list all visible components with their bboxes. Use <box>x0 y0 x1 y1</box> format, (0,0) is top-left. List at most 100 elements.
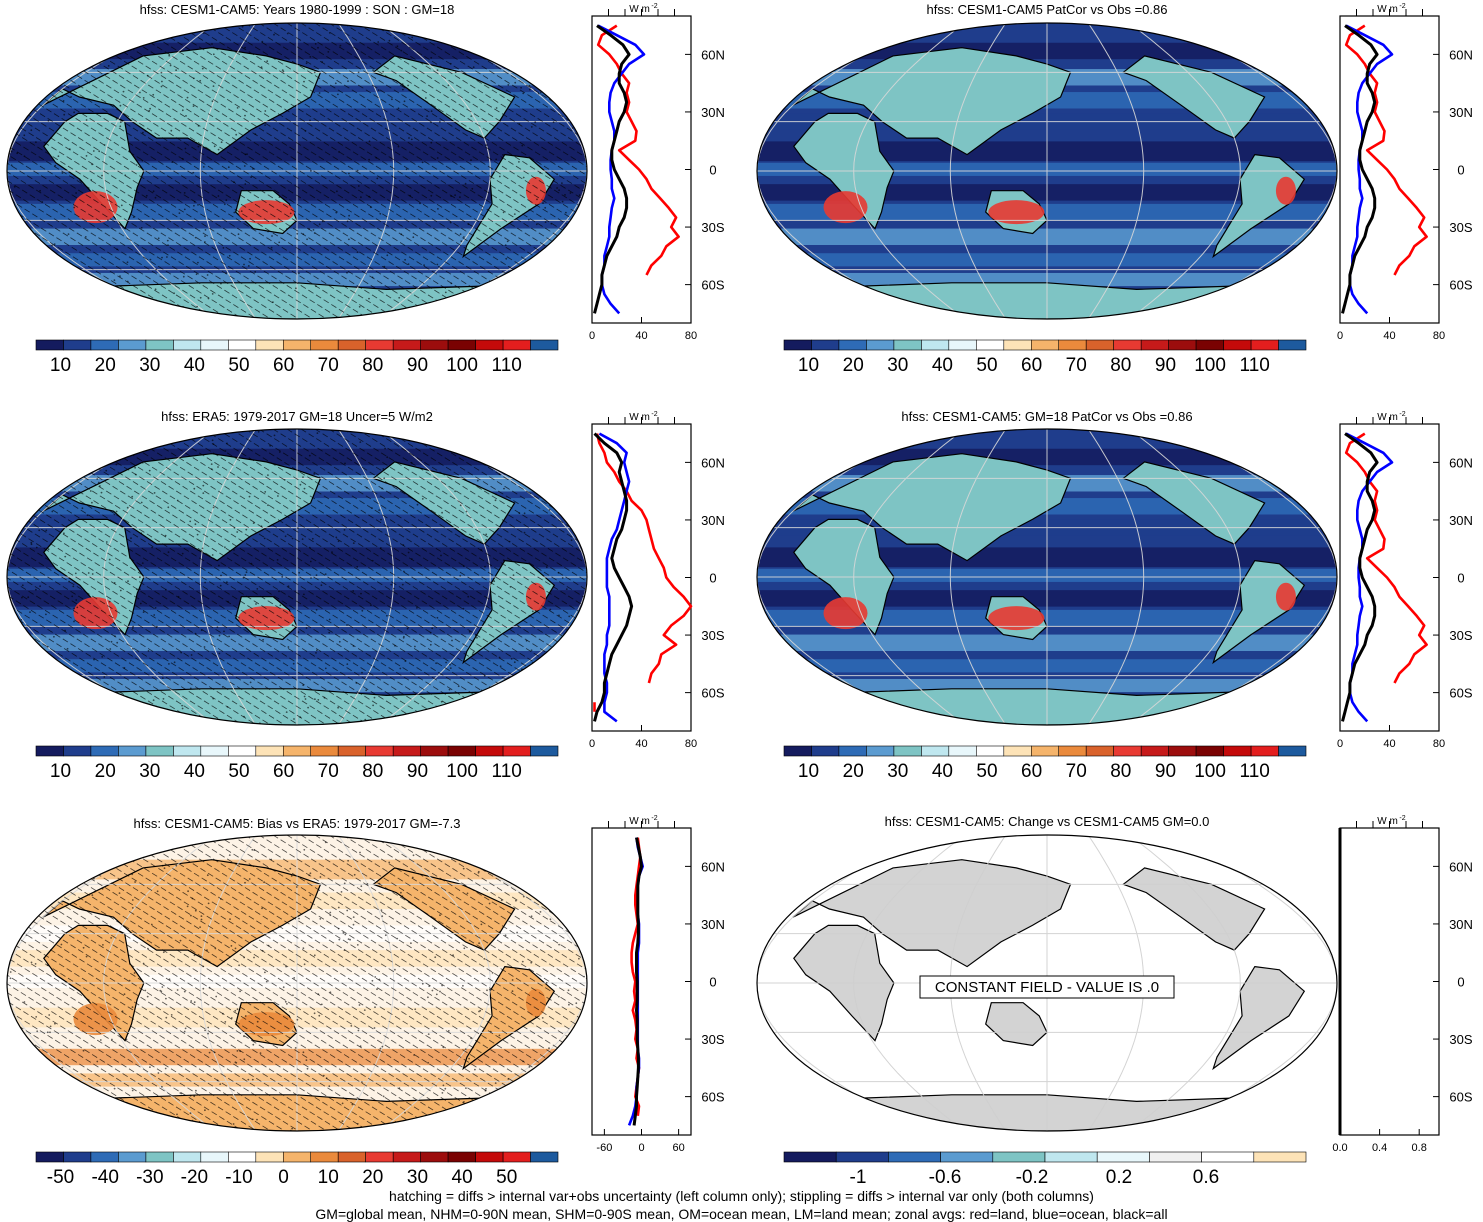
stipple-dot <box>358 1004 361 1006</box>
stipple-dot <box>133 972 136 974</box>
stipple-dot <box>379 547 382 549</box>
stipple-dot <box>251 848 254 851</box>
stipple-dot <box>85 1126 88 1128</box>
stipple-dot <box>47 548 50 551</box>
colorbar-swatch <box>1058 745 1087 757</box>
constant-field-box <box>919 975 1175 999</box>
stipple-dot <box>360 885 363 888</box>
stipple-dot <box>278 590 280 593</box>
stipple-dot <box>60 59 63 61</box>
stipple-dot <box>368 140 371 143</box>
stipple-dot <box>507 84 510 86</box>
stipple-dot <box>237 233 240 236</box>
stipple-dot <box>315 574 318 576</box>
lat-label: 30N <box>1449 917 1473 932</box>
x-tick-label: 0 <box>589 330 595 342</box>
stipple-dot <box>454 490 456 493</box>
stipple-dot <box>46 35 49 38</box>
hotspot-africa <box>823 597 868 630</box>
stipple-dot <box>49 881 52 884</box>
stipple-dot <box>189 687 192 690</box>
hatch-line <box>7 835 341 1131</box>
colorbar-swatch <box>228 1151 257 1163</box>
stipple-dot <box>167 506 170 509</box>
stipple-dot <box>403 100 406 103</box>
stipple-dot <box>215 995 218 998</box>
stipple-dot <box>391 98 393 101</box>
colorbar-label: 30 <box>139 355 160 376</box>
colorbar-swatch <box>282 339 312 351</box>
stipple-dot <box>378 978 381 981</box>
stipple-dot <box>402 88 404 91</box>
stipple-dot <box>105 469 108 472</box>
stipple-dot <box>139 91 141 94</box>
colorbar-label: 100 <box>1194 761 1226 782</box>
stipple-dot <box>131 907 134 909</box>
stipple-dot <box>220 141 223 144</box>
stipple-dot <box>444 291 447 294</box>
stipple-dot <box>113 582 116 584</box>
stipple-dot <box>24 864 27 867</box>
stipple-dot <box>72 854 75 856</box>
stipple-dot <box>511 979 514 981</box>
stipple-dot <box>34 963 37 965</box>
stipple-dot <box>54 59 57 61</box>
stipple-dot <box>128 979 131 982</box>
hatch-line <box>7 23 481 319</box>
colorbar-p3: 10 20 30 40 50 60 70 80 90 100 110 <box>35 745 559 782</box>
stipple-dot <box>212 85 215 87</box>
stipple-dot <box>540 281 542 284</box>
stipple-dot <box>107 219 109 222</box>
stipple-dot <box>122 90 125 93</box>
stipple-dot <box>61 1066 64 1069</box>
stipple-dot <box>381 915 384 918</box>
stipple-dot <box>141 461 144 464</box>
stipple-dot <box>314 43 317 45</box>
colorbar-swatch <box>1195 339 1224 351</box>
stipple-dot <box>148 469 151 472</box>
colorbar-swatch <box>228 339 257 351</box>
stipple-dot <box>164 1067 167 1070</box>
continent-eurasia <box>792 859 1072 968</box>
stipple-dot <box>45 613 47 616</box>
stipple-dot <box>381 487 383 490</box>
stipple-dot <box>356 169 359 172</box>
hatch-line <box>174 429 587 725</box>
stipple-dot <box>11 438 14 441</box>
stipple-dot <box>85 155 88 157</box>
map-field-p2 <box>757 23 1337 319</box>
lat-label: 60N <box>1449 455 1473 470</box>
colorbar-swatch <box>866 745 895 757</box>
stipple-dot <box>313 71 316 74</box>
x-tick-label: 60 <box>673 1142 685 1154</box>
hatch-line <box>7 835 481 1131</box>
lat-label: 30N <box>1449 105 1473 120</box>
stipple-dot <box>93 658 95 661</box>
colorbar-label: 30 <box>407 1167 428 1188</box>
stipple-dot <box>48 934 51 936</box>
stipple-dot <box>218 634 221 637</box>
stipple-dot <box>62 100 65 102</box>
stipple-dot <box>163 867 166 870</box>
stipple-dot <box>227 166 230 169</box>
stipple-dot <box>69 434 71 437</box>
stipple-dot <box>244 1015 247 1017</box>
stipple-dot <box>566 83 569 86</box>
meridian-line <box>420 835 587 1131</box>
stipple-dot <box>360 196 362 199</box>
stipple-dot <box>119 589 122 592</box>
stipple-dot <box>428 985 431 987</box>
colorbar-label: 50 <box>228 761 249 782</box>
stipple-dot <box>154 288 157 291</box>
stipple-dot <box>171 161 174 164</box>
stipple-dot <box>317 46 319 49</box>
hatch-line <box>230 23 587 319</box>
colorbar-label: 10 <box>798 761 819 782</box>
stipple-dot <box>552 121 555 124</box>
stipple-dot <box>152 190 155 193</box>
stipple-dot <box>299 483 302 486</box>
stipple-dot <box>459 575 462 577</box>
stipple-dot <box>575 1002 578 1005</box>
stipple-dot <box>503 693 506 696</box>
stipple-dot <box>43 699 46 702</box>
